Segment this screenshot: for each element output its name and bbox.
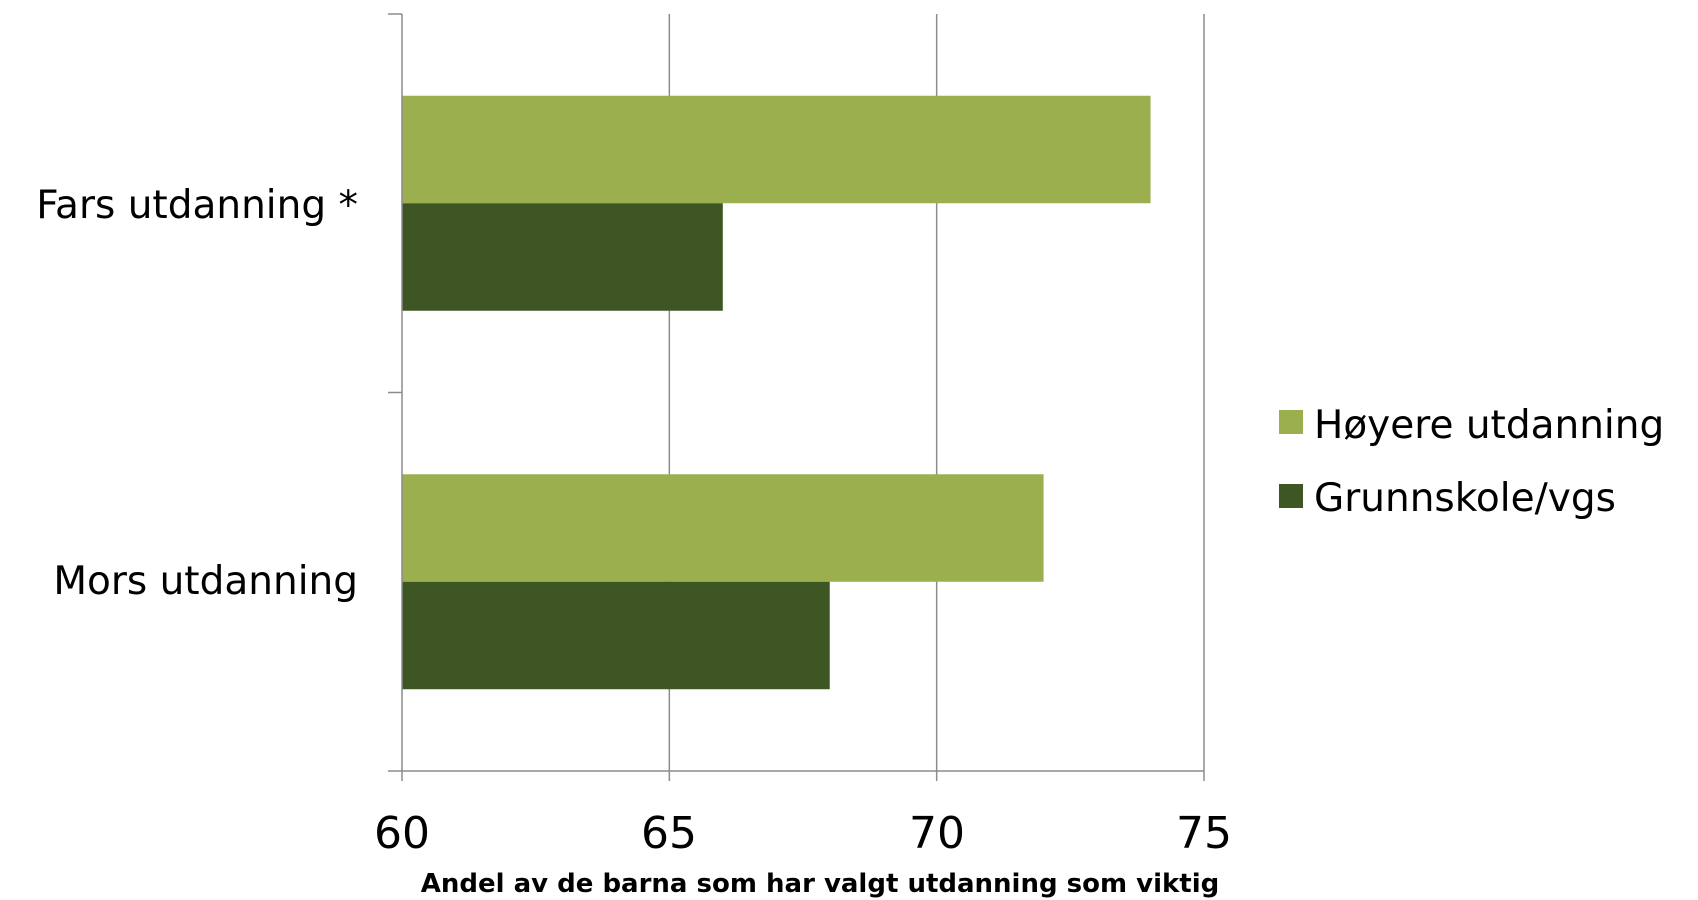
legend-swatch-grunnskole-vgs <box>1279 484 1303 508</box>
legend: Høyere utdanning Grunnskole/vgs <box>1279 403 1664 521</box>
category-label-fars: Fars utdanning * <box>36 183 358 228</box>
x-axis-title: Andel av de barna som har valgt utdannin… <box>421 869 1219 899</box>
category-label-mors: Mors utdanning <box>53 559 358 604</box>
legend-swatch-hoyere-utdanning <box>1279 410 1303 434</box>
bar-fars-grunnskole-vgs <box>402 203 723 311</box>
x-tick-label-60: 60 <box>374 808 430 859</box>
x-tick-label-65: 65 <box>641 808 697 859</box>
x-tick-label-75: 75 <box>1176 808 1232 859</box>
legend-label-hoyere-utdanning: Høyere utdanning <box>1314 403 1664 448</box>
axis-ticks <box>388 13 1205 781</box>
bar-mors-grunnskole-vgs <box>402 581 830 690</box>
bars <box>402 95 1151 690</box>
legend-label-grunnskole-vgs: Grunnskole/vgs <box>1314 476 1616 521</box>
x-tick-labels: 60 65 70 75 <box>374 808 1232 859</box>
category-labels: Fars utdanning * Mors utdanning <box>36 183 358 604</box>
bar-fars-hoyere-utdanning <box>402 95 1151 204</box>
bar-mors-hoyere-utdanning <box>402 474 1044 582</box>
x-tick-label-70: 70 <box>909 808 965 859</box>
